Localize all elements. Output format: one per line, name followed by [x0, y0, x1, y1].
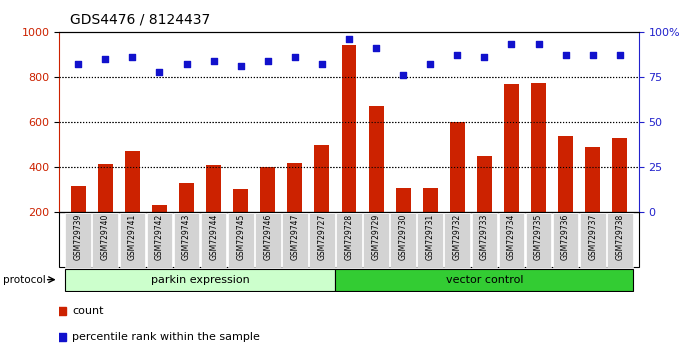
FancyBboxPatch shape	[147, 213, 172, 267]
Text: GDS4476 / 8124437: GDS4476 / 8124437	[70, 12, 210, 27]
Point	[208, 58, 219, 64]
FancyBboxPatch shape	[363, 213, 389, 267]
FancyBboxPatch shape	[174, 213, 200, 267]
Point	[424, 62, 436, 67]
Text: GSM729731: GSM729731	[426, 214, 435, 260]
Bar	[70, 187, 86, 212]
Bar	[233, 189, 248, 212]
FancyBboxPatch shape	[309, 213, 335, 267]
Text: GSM729737: GSM729737	[588, 214, 597, 261]
Bar	[477, 156, 492, 212]
Bar	[558, 136, 573, 212]
Point	[316, 62, 327, 67]
FancyBboxPatch shape	[336, 268, 633, 291]
FancyBboxPatch shape	[201, 213, 226, 267]
Text: GSM729745: GSM729745	[236, 214, 245, 261]
Point	[506, 42, 517, 47]
FancyBboxPatch shape	[282, 213, 308, 267]
FancyBboxPatch shape	[445, 213, 470, 267]
Text: parkin expression: parkin expression	[151, 275, 249, 285]
Bar	[531, 82, 546, 212]
Point	[533, 42, 544, 47]
Text: protocol: protocol	[3, 275, 46, 285]
Text: GSM729747: GSM729747	[290, 214, 299, 261]
FancyBboxPatch shape	[607, 213, 632, 267]
Text: count: count	[73, 306, 104, 316]
Text: GSM729734: GSM729734	[507, 214, 516, 261]
Text: GSM729729: GSM729729	[371, 214, 380, 260]
Bar	[206, 165, 221, 212]
Bar	[341, 45, 357, 212]
Bar	[98, 164, 113, 212]
Text: GSM729727: GSM729727	[318, 214, 327, 260]
FancyBboxPatch shape	[390, 213, 416, 267]
Point	[587, 52, 598, 58]
Text: GSM729741: GSM729741	[128, 214, 137, 260]
FancyBboxPatch shape	[255, 213, 281, 267]
Bar	[612, 138, 628, 212]
FancyBboxPatch shape	[526, 213, 551, 267]
Text: GSM729738: GSM729738	[615, 214, 624, 260]
Text: GSM729730: GSM729730	[399, 214, 408, 261]
Point	[398, 72, 409, 78]
Bar	[585, 147, 600, 212]
FancyBboxPatch shape	[65, 268, 336, 291]
Text: GSM729744: GSM729744	[209, 214, 218, 261]
Point	[371, 45, 382, 51]
Point	[73, 62, 84, 67]
FancyBboxPatch shape	[472, 213, 497, 267]
Bar	[369, 106, 383, 212]
FancyBboxPatch shape	[336, 213, 362, 267]
Text: percentile rank within the sample: percentile rank within the sample	[73, 332, 260, 342]
Text: GSM729736: GSM729736	[561, 214, 570, 261]
Point	[181, 62, 192, 67]
Bar	[315, 145, 329, 212]
Bar	[260, 167, 275, 212]
Bar	[288, 163, 302, 212]
Text: GSM729732: GSM729732	[453, 214, 462, 260]
FancyBboxPatch shape	[417, 213, 443, 267]
Bar	[504, 84, 519, 212]
Text: GSM729743: GSM729743	[182, 214, 191, 261]
FancyBboxPatch shape	[119, 213, 145, 267]
FancyBboxPatch shape	[228, 213, 253, 267]
Point	[127, 54, 138, 60]
Text: GSM729733: GSM729733	[480, 214, 489, 261]
Bar	[152, 205, 167, 212]
Text: GSM729742: GSM729742	[155, 214, 164, 260]
Point	[235, 63, 246, 69]
Point	[479, 54, 490, 60]
FancyBboxPatch shape	[580, 213, 605, 267]
Text: GSM729746: GSM729746	[263, 214, 272, 261]
Point	[262, 58, 274, 64]
Point	[452, 52, 463, 58]
FancyBboxPatch shape	[66, 213, 91, 267]
FancyBboxPatch shape	[498, 213, 524, 267]
Text: GSM729735: GSM729735	[534, 214, 543, 261]
Bar	[396, 188, 410, 212]
Point	[560, 52, 571, 58]
Point	[154, 69, 165, 74]
Bar	[125, 152, 140, 212]
Point	[289, 54, 300, 60]
Text: GSM729740: GSM729740	[101, 214, 110, 261]
FancyBboxPatch shape	[93, 213, 118, 267]
Text: GSM729739: GSM729739	[74, 214, 83, 261]
Bar	[423, 188, 438, 212]
Point	[343, 36, 355, 42]
Bar	[179, 183, 194, 212]
Text: GSM729728: GSM729728	[345, 214, 353, 260]
Point	[100, 56, 111, 62]
Text: vector control: vector control	[445, 275, 523, 285]
FancyBboxPatch shape	[553, 213, 579, 267]
Bar	[450, 122, 465, 212]
Point	[614, 52, 625, 58]
